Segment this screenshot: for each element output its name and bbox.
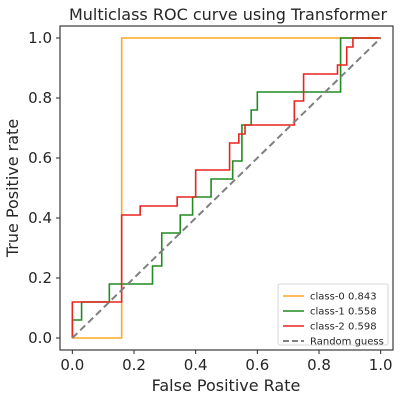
- y-axis-label: True Positive rate: [3, 119, 22, 258]
- legend: class-0 0.843 class-1 0.558 class-2 0.598 R…: [277, 283, 389, 348]
- legend-label: class-1 0.558: [310, 307, 377, 318]
- x-axis-ticks: 0.0 0.2 0.4 0.6 0.8 1.0: [60, 350, 393, 374]
- y-tick-label: 0.8: [28, 89, 52, 107]
- legend-label: Random guess: [310, 337, 384, 348]
- x-tick-label: 1.0: [369, 356, 393, 374]
- y-tick-label: 0.2: [28, 269, 52, 287]
- series-line-class-2: [71, 37, 381, 338]
- chart-title: Multiclass ROC curve using Transformer: [69, 5, 388, 24]
- x-tick-label: 0.8: [307, 356, 331, 374]
- series-layer: [71, 37, 382, 339]
- x-axis-label: False Positive Rate: [152, 376, 301, 395]
- y-tick-label: 1.0: [28, 29, 52, 47]
- legend-box: [277, 283, 389, 346]
- x-tick-label: 0.2: [122, 356, 146, 374]
- series-line-class-0: [72, 37, 381, 339]
- x-tick-label: 0.6: [245, 356, 269, 374]
- y-tick-label: 0.0: [28, 329, 52, 347]
- legend-label: class-2 0.598: [310, 322, 377, 333]
- y-axis-ticks: 0.0 0.2 0.4 0.6 0.8 1.0: [28, 29, 60, 347]
- y-tick-label: 0.6: [28, 149, 52, 167]
- series-line-random: [71, 37, 382, 339]
- legend-label: class-0 0.843: [310, 292, 377, 303]
- x-tick-label: 0.4: [184, 356, 208, 374]
- x-tick-label: 0.0: [60, 356, 84, 374]
- y-tick-label: 0.4: [28, 209, 52, 227]
